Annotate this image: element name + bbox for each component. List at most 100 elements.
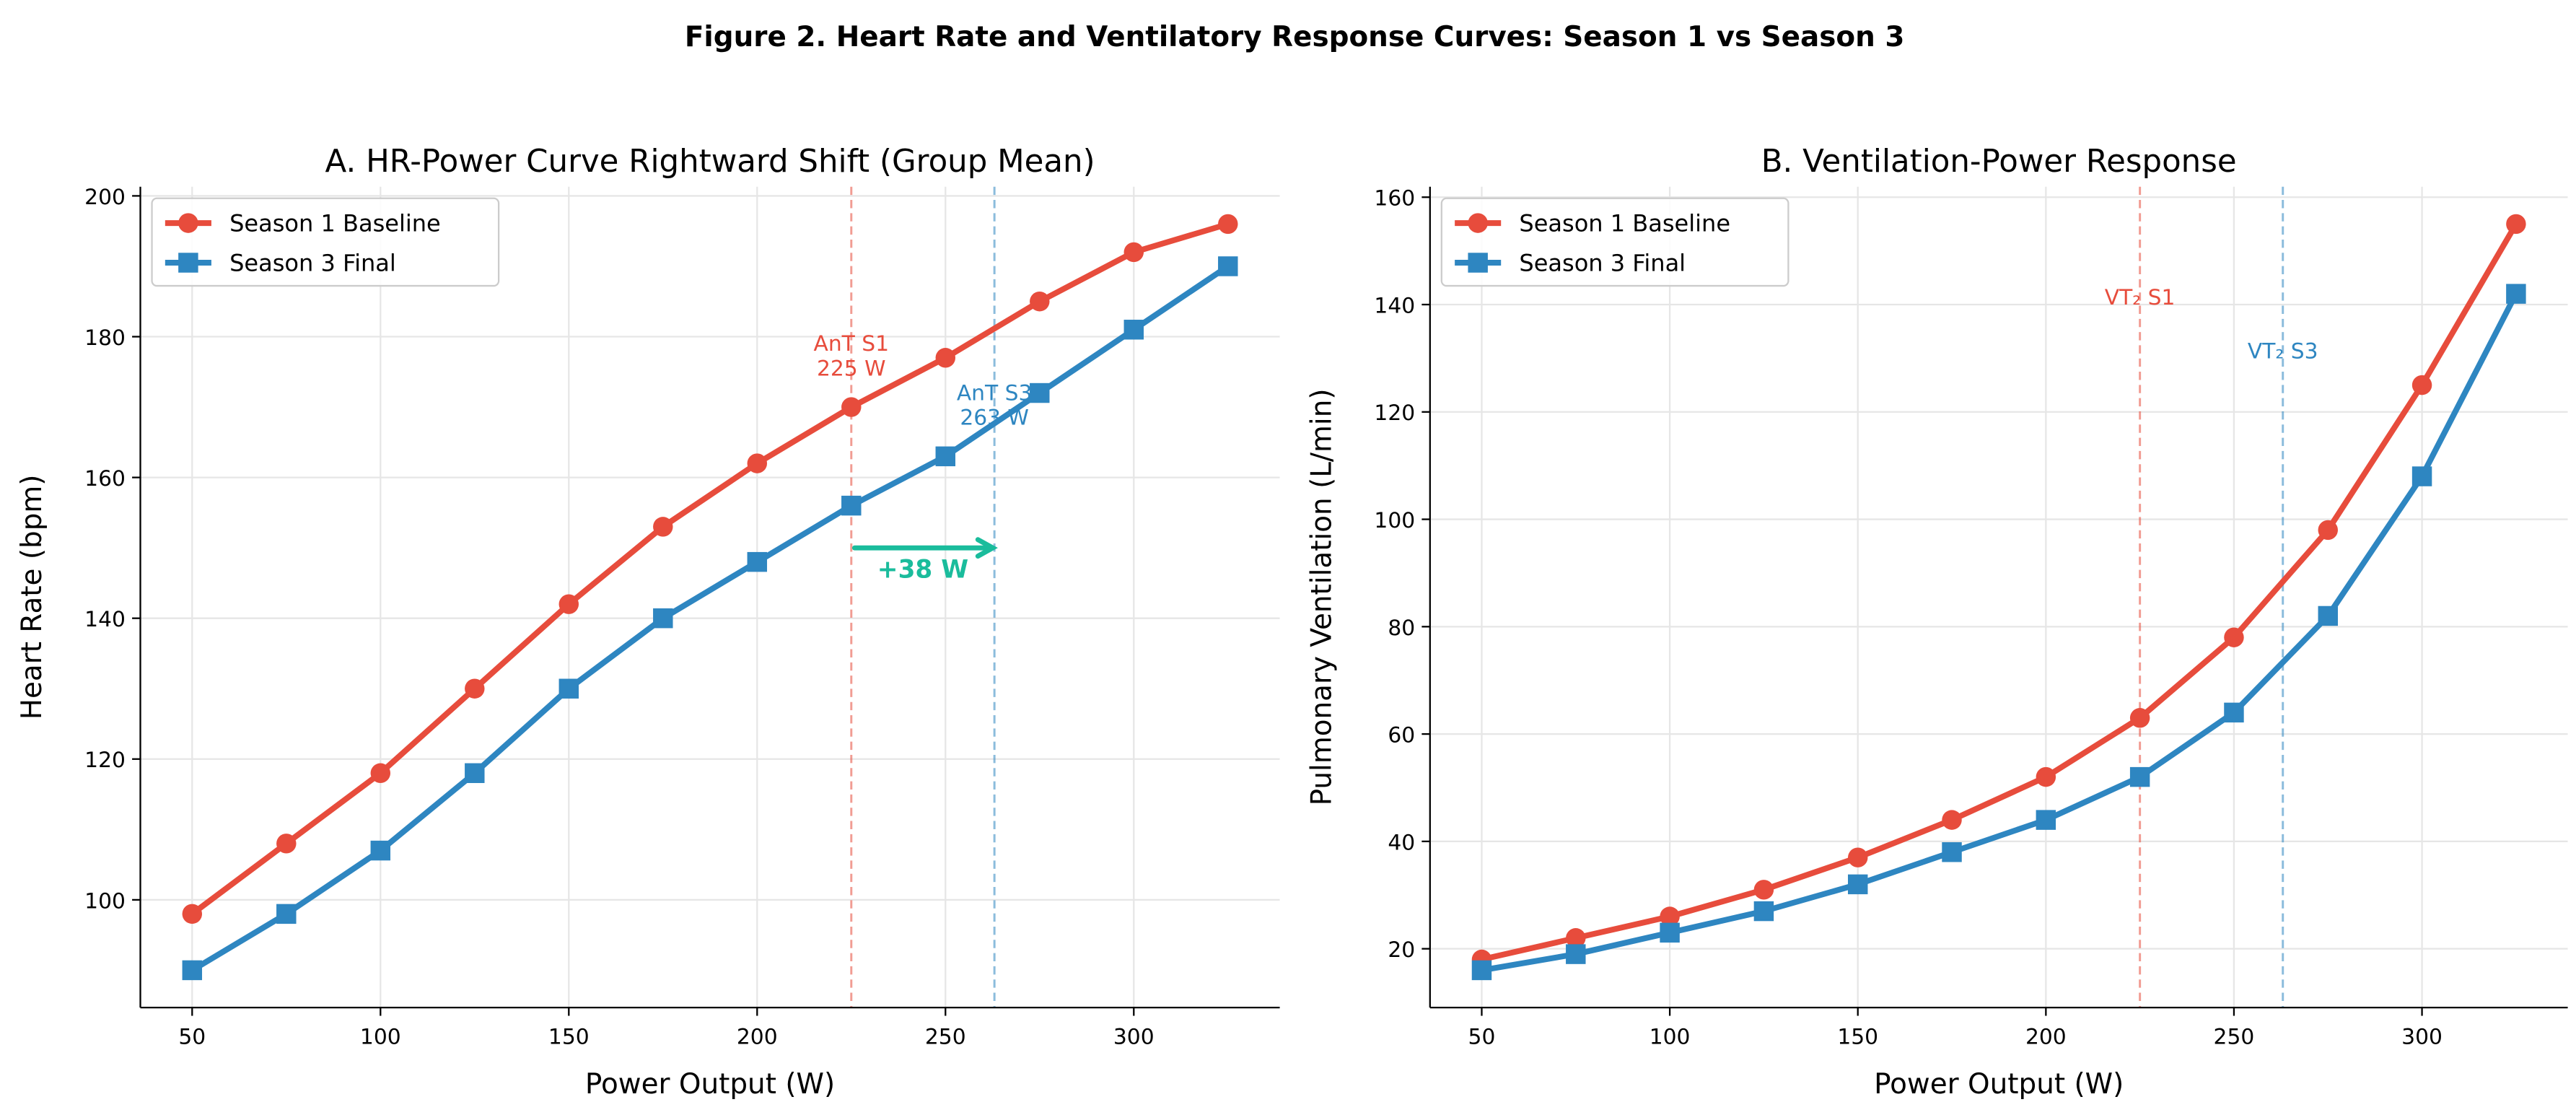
data-point	[276, 904, 297, 924]
x-axis-label: Power Output (W)	[1874, 1068, 2124, 1101]
panel-title: A. HR-Power Curve Rightward Shift (Group…	[325, 144, 1095, 180]
legend: Season 1 Baseline Season 3 Final	[1440, 197, 1789, 287]
data-point	[935, 348, 956, 368]
legend-frame	[151, 197, 500, 287]
y-tick-label: 40	[1388, 830, 1415, 855]
x-tick-label: 100	[1650, 1024, 1691, 1049]
data-point	[2036, 810, 2056, 830]
data-point	[653, 517, 673, 537]
x-tick-label: 200	[737, 1024, 778, 1049]
x-tick-label: 150	[1837, 1024, 1878, 1049]
shift-label: +38 W	[877, 555, 968, 584]
x-tick-label: 50	[178, 1024, 206, 1049]
data-point	[1847, 874, 1868, 895]
legend: Season 1 Baseline Season 3 Final	[151, 197, 500, 287]
legend-marker	[1468, 253, 1488, 273]
data-point	[370, 840, 391, 861]
data-point	[558, 678, 579, 699]
data-point	[841, 397, 862, 417]
legend-label: Season 1 Baseline	[1519, 210, 1730, 237]
data-point	[1030, 382, 1050, 403]
data-point	[2129, 766, 2150, 787]
series-line-2	[190, 263, 1230, 973]
series-line-2	[1481, 292, 2519, 974]
x-tick-label: 300	[2401, 1024, 2443, 1049]
threshold-label: VT₂ S1	[2105, 285, 2176, 310]
y-tick-label: 120	[1374, 401, 1415, 426]
x-tick-label: 200	[2025, 1024, 2067, 1049]
data-point	[2318, 605, 2338, 626]
legend-marker	[178, 213, 198, 233]
y-tick-label: 120	[84, 748, 126, 773]
x-tick-label: 50	[1468, 1024, 1496, 1049]
data-point	[2506, 284, 2526, 304]
data-point	[370, 763, 391, 784]
data-point	[1471, 960, 1492, 981]
y-tick-label: 140	[84, 607, 126, 632]
y-tick-label: 160	[1374, 186, 1415, 211]
data-point	[935, 446, 956, 467]
legend-marker	[178, 253, 198, 273]
y-tick-label: 160	[84, 466, 126, 491]
data-point	[2506, 214, 2526, 235]
y-tick-label: 180	[84, 325, 126, 351]
threshold-label-line: VT₂ S3	[2248, 338, 2318, 364]
legend-marker	[1468, 213, 1488, 233]
data-point	[1753, 901, 1774, 922]
data-point	[276, 834, 297, 854]
series-line-1	[1481, 222, 2519, 963]
x-tick-label: 150	[548, 1024, 590, 1049]
y-tick-label: 140	[1374, 293, 1415, 318]
x-tick-label: 250	[2214, 1024, 2255, 1049]
data-point	[1218, 256, 1238, 276]
threshold-label-line: AnT S3	[957, 380, 1033, 406]
data-point	[1847, 847, 1868, 867]
y-tick-label: 100	[1374, 508, 1415, 533]
x-tick-label: 250	[925, 1024, 966, 1049]
data-point	[1753, 880, 1774, 900]
data-point	[2224, 627, 2244, 647]
y-tick-label: 100	[84, 888, 126, 914]
legend-label: Season 3 Final	[1519, 249, 1686, 276]
data-point	[558, 594, 579, 614]
x-tick-label: 100	[360, 1024, 401, 1049]
data-point	[1660, 922, 1680, 943]
data-point	[1123, 242, 1144, 263]
y-axis-label: Pulmonary Ventilation (L/min)	[1306, 388, 1339, 805]
data-point	[1566, 928, 1586, 948]
data-point	[841, 495, 862, 516]
data-point	[2224, 702, 2244, 723]
data-point	[465, 678, 485, 699]
data-point	[2036, 766, 2056, 787]
series-line-1	[190, 221, 1229, 917]
data-point	[1218, 214, 1238, 235]
y-tick-label: 80	[1388, 616, 1415, 641]
legend-frame	[1440, 197, 1789, 287]
data-point	[747, 551, 768, 572]
data-point	[182, 960, 203, 981]
y-axis-label: Heart Rate (bpm)	[16, 475, 48, 720]
threshold-label-line: 225 W	[817, 356, 886, 381]
x-axis-label: Power Output (W)	[585, 1068, 835, 1101]
data-point	[1123, 320, 1144, 340]
legend-label: Season 1 Baseline	[229, 210, 441, 237]
data-point	[182, 904, 203, 924]
data-point	[465, 763, 485, 784]
figure-title: Figure 2. Heart Rate and Ventilatory Res…	[685, 21, 1905, 53]
data-point	[1660, 906, 1680, 927]
panel-b-ventilation: VT₂ S1 VT₂ S3 50 100 150 200 250 300 20 40 60 80 100…	[1306, 144, 2568, 1101]
threshold-label: VT₂ S3	[2248, 338, 2318, 364]
data-point	[747, 453, 768, 473]
y-tick-label: 200	[84, 185, 126, 210]
threshold-label: AnT S1 225 W	[813, 331, 889, 381]
shift-arrow-head	[975, 537, 998, 559]
y-tick-label: 60	[1388, 723, 1415, 748]
data-point	[1030, 292, 1050, 312]
y-tick-label: 20	[1388, 937, 1415, 963]
threshold-label-line: AnT S1	[813, 331, 889, 357]
threshold-label-line: VT₂ S1	[2105, 285, 2176, 310]
x-tick-label: 300	[1113, 1024, 1155, 1049]
panel-title: B. Ventilation-Power Response	[1761, 144, 2237, 180]
